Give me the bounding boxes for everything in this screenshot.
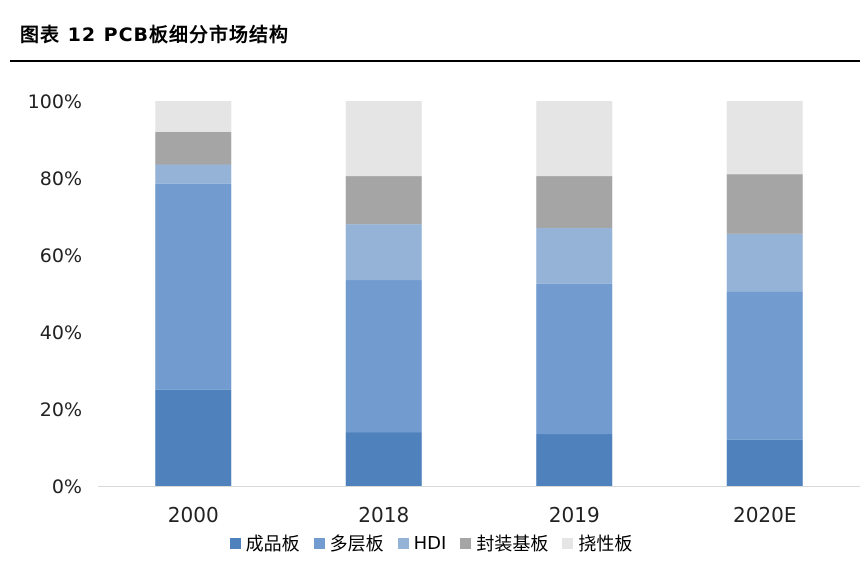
legend-swatch — [313, 537, 325, 549]
y-tick-label: 40% — [40, 322, 82, 344]
legend-label: 挠性板 — [578, 534, 633, 555]
x-tick-label: 2000 — [168, 503, 219, 527]
bar-segment-1-2019 — [536, 434, 613, 486]
legend-label: 多层板 — [329, 534, 384, 555]
bar-segment-3-2018 — [345, 224, 422, 281]
legend-label: HDI — [413, 532, 447, 554]
legend-label: 成品板 — [245, 534, 300, 555]
legend-swatch — [229, 537, 241, 549]
bar-segment-5-2019 — [536, 101, 613, 177]
legend-item: HDI — [397, 530, 447, 556]
bar-segment-2-2018 — [345, 280, 422, 433]
bar-segment-4-2018 — [345, 176, 422, 225]
y-tick-label: 20% — [40, 399, 82, 421]
title-divider — [10, 60, 860, 62]
legend-item: 封装基板 — [460, 530, 548, 556]
bar-segment-2-2020E — [726, 291, 803, 440]
legend-item: 成品板 — [229, 530, 300, 556]
bar-segment-2-2000 — [155, 183, 232, 390]
y-tick-label: 80% — [40, 168, 82, 190]
y-tick-label: 0% — [52, 476, 82, 498]
bar-segment-1-2000 — [155, 389, 232, 486]
legend: 成品板 多层板 HDI 封装基板 挠性板 — [0, 530, 862, 556]
bar-segment-2-2019 — [536, 283, 613, 435]
y-tick-label: 60% — [40, 245, 82, 267]
bar-segment-3-2019 — [536, 228, 613, 284]
bar-segment-5-2018 — [345, 101, 422, 177]
legend-swatch — [397, 537, 409, 549]
legend-swatch — [460, 537, 472, 549]
bar-segment-4-2000 — [155, 131, 232, 165]
bar-segment-5-2020E — [726, 101, 803, 175]
legend-item: 挠性板 — [562, 530, 632, 556]
bar-segment-4-2020E — [726, 174, 803, 234]
bar-segment-3-2000 — [155, 164, 232, 184]
legend-label: 封装基板 — [476, 534, 549, 555]
legend-item: 多层板 — [313, 530, 384, 556]
figure-title: 图表 12 PCB板细分市场结构 — [20, 24, 290, 46]
legend-swatch — [562, 537, 574, 549]
x-tick-label: 2018 — [358, 503, 409, 527]
bar-segment-3-2020E — [726, 233, 803, 292]
stacked-bar-chart: 0% 20% 40% 60% 80% 100% 2000 2018 2019 2020E — [28, 91, 860, 527]
x-tick-label: 2020E — [733, 503, 797, 527]
bar-segment-4-2019 — [536, 176, 613, 229]
bar-segment-1-2020E — [726, 439, 803, 486]
x-tick-label: 2019 — [549, 503, 600, 527]
bar-segment-1-2018 — [345, 432, 422, 486]
y-tick-label: 100% — [28, 91, 82, 113]
bar-segment-5-2000 — [155, 101, 232, 132]
